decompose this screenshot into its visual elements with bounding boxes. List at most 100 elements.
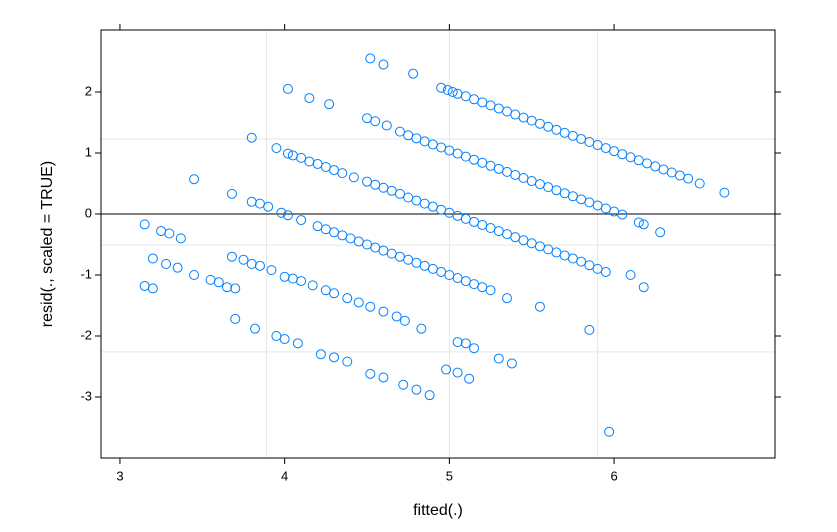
- point: [506, 358, 517, 369]
- point: [526, 115, 537, 126]
- point: [485, 223, 496, 234]
- point: [617, 209, 628, 220]
- y-tick-label: 2: [85, 83, 92, 98]
- point: [403, 130, 414, 141]
- point: [469, 343, 480, 354]
- point: [460, 151, 471, 162]
- point: [625, 152, 636, 163]
- point: [584, 324, 595, 335]
- point: [464, 373, 475, 384]
- point: [436, 204, 447, 215]
- point: [329, 288, 340, 299]
- point: [292, 338, 303, 349]
- point: [638, 282, 649, 293]
- point: [370, 242, 381, 253]
- point: [447, 86, 458, 97]
- point: [460, 276, 471, 287]
- point: [147, 283, 158, 294]
- point: [320, 285, 331, 296]
- point: [230, 283, 241, 294]
- point: [394, 251, 405, 262]
- point: [246, 259, 257, 270]
- point: [238, 254, 249, 265]
- point: [658, 164, 669, 175]
- point: [139, 219, 150, 230]
- point: [419, 198, 430, 209]
- point: [164, 228, 175, 239]
- point: [304, 156, 315, 167]
- point: [543, 121, 554, 132]
- point: [441, 364, 452, 375]
- point: [189, 174, 200, 185]
- point: [694, 178, 705, 189]
- point: [551, 124, 562, 135]
- point: [378, 182, 389, 193]
- point: [559, 188, 570, 199]
- y-tick-label: -3: [80, 388, 92, 403]
- point: [271, 330, 282, 341]
- point: [625, 269, 636, 280]
- point: [365, 301, 376, 312]
- x-axis-title: fitted(.): [413, 502, 463, 519]
- point: [584, 197, 595, 208]
- point: [436, 142, 447, 153]
- point: [719, 187, 730, 198]
- point: [312, 221, 323, 232]
- point: [386, 248, 397, 259]
- point: [567, 253, 578, 264]
- point: [296, 215, 307, 226]
- point: [551, 185, 562, 196]
- point: [156, 226, 167, 237]
- point: [189, 269, 200, 280]
- point: [416, 323, 427, 334]
- point: [502, 106, 513, 117]
- point: [312, 158, 323, 169]
- point: [469, 216, 480, 227]
- point: [279, 271, 290, 282]
- point: [502, 229, 513, 240]
- y-axis-title: resid(., scaled = TRUE): [39, 161, 56, 327]
- point: [246, 132, 257, 143]
- point: [427, 263, 438, 274]
- point: [226, 251, 237, 262]
- point: [378, 306, 389, 317]
- point: [205, 274, 216, 285]
- point: [345, 233, 356, 244]
- point: [485, 160, 496, 171]
- point: [534, 179, 545, 190]
- point: [666, 167, 677, 178]
- point: [222, 282, 233, 293]
- point: [254, 198, 265, 209]
- point: [365, 53, 376, 64]
- point: [559, 250, 570, 261]
- point: [600, 266, 611, 277]
- point: [419, 136, 430, 147]
- point: [365, 368, 376, 379]
- point: [250, 323, 261, 334]
- point: [477, 157, 488, 168]
- point: [493, 103, 504, 114]
- point: [609, 146, 620, 157]
- point: [378, 245, 389, 256]
- point: [469, 154, 480, 165]
- point: [600, 203, 611, 214]
- point: [378, 372, 389, 383]
- point: [442, 85, 453, 96]
- point: [337, 168, 348, 179]
- point: [279, 334, 290, 345]
- point: [436, 82, 447, 93]
- point: [353, 236, 364, 247]
- point: [226, 188, 237, 199]
- point: [485, 285, 496, 296]
- point: [342, 293, 353, 304]
- point: [510, 109, 521, 120]
- point: [282, 148, 293, 159]
- point: [452, 148, 463, 159]
- point: [362, 239, 373, 250]
- point: [526, 176, 537, 187]
- point: [329, 227, 340, 238]
- point: [650, 161, 661, 172]
- point: [633, 217, 644, 228]
- point: [452, 367, 463, 378]
